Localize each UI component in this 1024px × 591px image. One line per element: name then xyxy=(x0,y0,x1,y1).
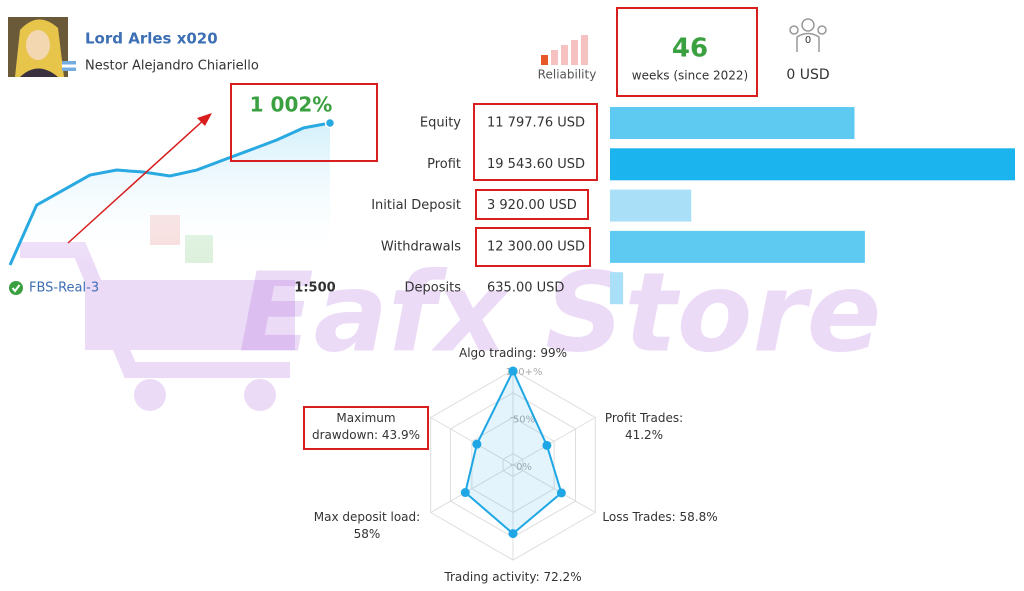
leverage: 1:500 xyxy=(294,281,335,296)
radar-spoke xyxy=(512,417,596,466)
radar-spoke xyxy=(430,417,514,466)
radar-area xyxy=(464,368,563,535)
growth-chart xyxy=(8,117,336,266)
radar-point xyxy=(542,440,552,450)
stat-label: Withdrawals xyxy=(381,239,461,254)
radar-label: Max deposit load: 58% xyxy=(302,509,432,543)
radar-axis-name: Algo trading: xyxy=(458,346,537,360)
radar-point xyxy=(508,366,518,376)
verified-check xyxy=(11,284,21,293)
reliability-label: Reliability xyxy=(538,68,597,82)
stat-label: Profit xyxy=(427,157,461,172)
stat-label: Deposits xyxy=(405,281,462,296)
radar-axis-value: 99% xyxy=(540,346,568,360)
radar-axis-name: Max deposit load: xyxy=(313,510,421,524)
radar-spoke xyxy=(430,464,514,513)
highlight-box xyxy=(230,83,378,162)
radar-point xyxy=(472,439,482,449)
radar-label: Trading activity: 72.2% xyxy=(428,569,598,586)
watermark-text: Eafx Store xyxy=(239,248,882,376)
growth-end-point xyxy=(324,117,336,129)
stat-value: 11 797.76 USD xyxy=(487,116,585,131)
weeks-value: 46 xyxy=(672,34,708,64)
stat-label: Initial Deposit xyxy=(371,198,461,213)
radar-label: Loss Trades: 58.8% xyxy=(585,509,735,526)
avatar xyxy=(8,17,68,77)
stat-bar xyxy=(610,107,855,139)
radar-point xyxy=(460,488,470,498)
radar-tick-label: 50% xyxy=(513,415,535,426)
radar-spoke xyxy=(512,464,596,513)
stat-value: 19 543.60 USD xyxy=(487,157,585,172)
radar-axis-value: 58.8% xyxy=(679,510,718,524)
radar-axis-name: Loss Trades: xyxy=(602,510,676,524)
radar-axis-name: Profit Trades: xyxy=(604,411,684,425)
stats-table: Equity 11 797.76 USD Profit 19 543.60 USD In… xyxy=(371,107,1015,305)
subscribers-icon xyxy=(789,18,827,52)
reliability-icon xyxy=(541,35,588,65)
radar-axis-name: Maximum drawdown: xyxy=(311,411,396,442)
growth-line xyxy=(8,121,331,266)
radar-point xyxy=(556,488,566,498)
owner-name[interactable]: Nestor Alejandro Chiariello xyxy=(85,59,259,74)
subscribers-count: 0 xyxy=(805,35,811,46)
stat-bar xyxy=(610,148,1015,181)
radar-label: Profit Trades: 41.2% xyxy=(594,410,694,444)
weeks-label: weeks (since 2022) xyxy=(632,69,748,83)
stat-value: 12 300.00 USD xyxy=(487,239,585,254)
stat-value: 3 920.00 USD xyxy=(487,198,577,213)
annotation-arrow xyxy=(67,113,212,244)
server-name[interactable]: FBS-Real-3 xyxy=(29,281,99,296)
radar-label: Maximum drawdown: 43.9% xyxy=(306,410,426,444)
radar-point xyxy=(508,529,518,539)
stat-bar xyxy=(610,189,692,222)
radar-axis-value: 41.2% xyxy=(624,428,664,442)
growth-area xyxy=(10,123,330,265)
subscribers-funds: 0 USD xyxy=(786,67,829,83)
flag-icon xyxy=(62,61,76,71)
stat-bar xyxy=(610,272,624,305)
highlight-boxes xyxy=(303,103,598,450)
radar-label: Algo trading: 99% xyxy=(433,345,593,362)
stat-label: Equity xyxy=(420,116,461,131)
highlight-box xyxy=(616,7,758,97)
radar-axis-name: Trading activity: xyxy=(444,570,540,584)
radar-axis-value: 43.9% xyxy=(381,428,421,442)
radar-tick-label: 0% xyxy=(516,462,532,473)
radar-axis-value: 72.2% xyxy=(543,570,582,584)
signal-name[interactable]: Lord Arles x020 xyxy=(85,30,218,48)
radar-tick-label: 100+% xyxy=(506,367,543,378)
radar-chart: 0% 50% 100+% xyxy=(430,366,596,561)
radar-axis-value: 58% xyxy=(353,527,381,541)
growth-label: 1 002% xyxy=(250,93,333,117)
stat-value: 635.00 USD xyxy=(487,281,564,296)
stat-bar xyxy=(610,230,865,263)
